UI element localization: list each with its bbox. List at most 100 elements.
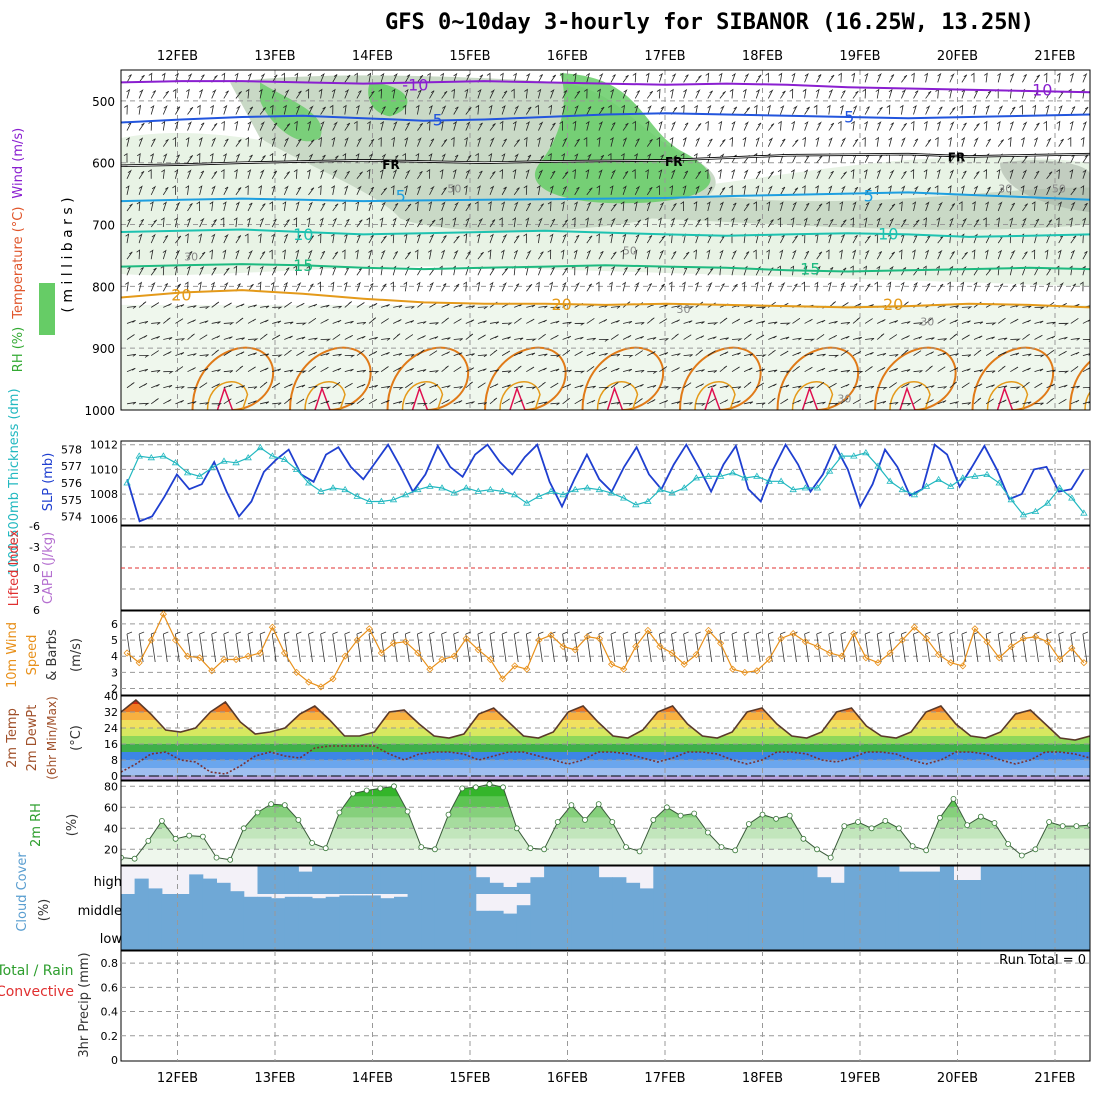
wind-barb <box>1022 305 1032 309</box>
thickness-marker <box>426 482 434 489</box>
wind-barb <box>417 321 427 324</box>
wind-barb <box>441 187 447 196</box>
wind-barb <box>271 88 277 99</box>
wind-barb <box>996 120 1001 131</box>
wind-barb <box>222 201 227 212</box>
wind-barb <box>126 203 133 212</box>
wind-barb <box>222 249 227 260</box>
wind-barb <box>707 336 717 340</box>
isotherms <box>121 80 1090 309</box>
wind-barb <box>756 354 767 358</box>
wind-barb <box>731 169 736 179</box>
cloud-block <box>735 866 750 894</box>
wind-barb <box>138 233 143 244</box>
wind-barb <box>453 283 460 292</box>
wind-barb <box>417 219 423 228</box>
cloud-block <box>339 866 354 894</box>
wind-barb <box>839 104 844 115</box>
wind-barb <box>126 353 137 357</box>
wind-barb <box>864 249 870 260</box>
wind-barb <box>356 219 363 228</box>
wind-barb <box>973 219 980 228</box>
wind-barb <box>912 201 917 212</box>
cloud-block <box>967 880 982 894</box>
wind-barb <box>489 233 494 244</box>
wind-barb <box>851 72 856 83</box>
cloud-block <box>148 888 163 894</box>
wind-barb <box>1022 333 1030 340</box>
contour-label: -5 <box>427 111 443 130</box>
wind-barb <box>828 218 834 228</box>
wind10m-marker <box>486 655 494 664</box>
temperature-tick-label: 0 <box>111 770 118 783</box>
wind-barb <box>126 251 133 260</box>
wind-barb <box>223 336 233 340</box>
cloud-block <box>776 894 791 922</box>
wind-barb <box>150 185 157 196</box>
wind-barb <box>499 217 503 228</box>
wind-barb <box>209 152 214 163</box>
wind10m-barb <box>550 631 556 663</box>
wind-barb <box>792 235 799 244</box>
wind-barb <box>1009 72 1015 83</box>
cloud-block <box>516 905 531 922</box>
wind-barb <box>1034 334 1043 340</box>
wind10m-marker <box>680 660 688 668</box>
wind-barb <box>1070 337 1080 341</box>
thickness-marker <box>644 497 652 504</box>
wind-barb <box>451 88 455 99</box>
isotherm-25-loop <box>191 346 275 410</box>
wind-barb <box>550 306 561 310</box>
slp-tick-label: 1008 <box>90 488 118 501</box>
wind-barb <box>646 138 653 147</box>
wind10m-marker <box>862 654 870 662</box>
thickness-marker <box>317 487 325 494</box>
wind-barb <box>523 136 528 147</box>
wind-barb <box>659 283 666 292</box>
wind-barb <box>126 306 137 309</box>
wind-barb <box>1082 106 1089 115</box>
wind-barb <box>489 171 496 180</box>
wind-barb <box>501 336 511 340</box>
wind-barb <box>1022 203 1029 212</box>
wind-barb <box>259 367 269 373</box>
wind-barb <box>719 399 729 405</box>
wind-barb <box>259 333 268 340</box>
cloud-block <box>312 866 327 894</box>
wind-barb <box>429 281 434 292</box>
run-total-annotation: Run Total = 0 <box>999 953 1086 968</box>
cloud-block <box>926 871 941 894</box>
wind-barb <box>934 136 939 147</box>
wind-barb <box>695 383 704 389</box>
wind-barb <box>937 72 942 83</box>
wind-barb <box>997 317 1006 324</box>
contour-label: 5 <box>396 187 406 206</box>
wind-barb <box>586 187 593 196</box>
wind-barb <box>707 322 719 326</box>
wind-barb <box>513 201 519 212</box>
wind-barb <box>816 401 826 405</box>
wind-barb <box>949 217 954 228</box>
wind-barb <box>344 368 354 373</box>
wind-barb <box>235 317 244 324</box>
wind-barb <box>320 352 330 356</box>
contour-label: FR <box>948 151 965 165</box>
wind10m-barb <box>501 631 508 663</box>
bottom-date-label: 12FEB <box>157 1071 198 1086</box>
wind-barb <box>344 89 350 99</box>
wind-barb <box>259 203 266 212</box>
wind-barb <box>404 251 412 260</box>
cloud-block <box>980 866 995 894</box>
wind-barb <box>513 139 521 147</box>
wind-barb <box>393 367 402 373</box>
wind10m-marker <box>256 649 264 657</box>
wind-barb <box>815 185 819 195</box>
wind-barb <box>695 369 705 373</box>
cloud-block <box>1049 866 1064 894</box>
wind-barb <box>258 88 263 99</box>
wind-barb <box>839 201 844 212</box>
wind-barb <box>332 367 342 373</box>
wind-barb <box>574 201 579 212</box>
wind-barb <box>1070 201 1076 212</box>
wind-barb <box>743 319 753 324</box>
